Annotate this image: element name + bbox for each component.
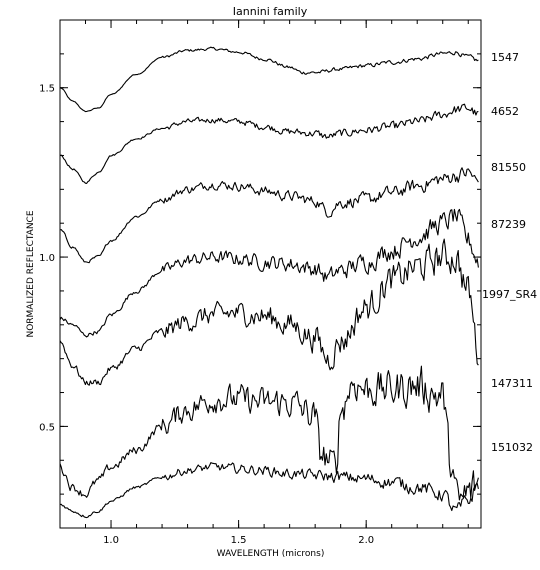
- spectrum-line: [59, 238, 479, 386]
- axis-ticks: 1.0 1.5 2.0 0.5 1.0 1.5: [39, 20, 481, 546]
- spectrum-line: [59, 103, 479, 185]
- y-tick-label: 0.5: [39, 422, 55, 433]
- x-axis-title: WAVELENGTH (microns): [217, 549, 325, 559]
- plot-frame: [59, 19, 482, 529]
- series-label: 87239: [491, 218, 526, 231]
- spectrum-line: [59, 46, 479, 113]
- series-label: 4652: [491, 105, 519, 118]
- y-tick-label: 1.0: [39, 253, 55, 264]
- y-axis-title: NORMALIZED REFLECTANCE: [26, 210, 36, 337]
- series-label: 81550: [491, 161, 526, 174]
- spectrum-line: [59, 208, 479, 338]
- series-label: 147311: [491, 377, 533, 390]
- series-label: 1547: [491, 51, 519, 64]
- spectra-series: [59, 46, 479, 519]
- spectrum-line: [59, 462, 479, 519]
- x-tick-label: 1.5: [231, 535, 247, 546]
- spectrum-line: [59, 365, 479, 501]
- spectrum-line: [59, 167, 479, 264]
- chart-title: Iannini family: [233, 5, 308, 18]
- series-label: 151032: [491, 441, 533, 454]
- x-tick-label: 2.0: [358, 535, 374, 546]
- x-tick-label: 1.0: [103, 535, 119, 546]
- y-tick-label: 1.5: [39, 84, 55, 95]
- series-label: 1997_SR4: [482, 288, 537, 301]
- series-labels: 1547 4652 81550 87239 1997_SR4 147311 151032: [482, 51, 537, 454]
